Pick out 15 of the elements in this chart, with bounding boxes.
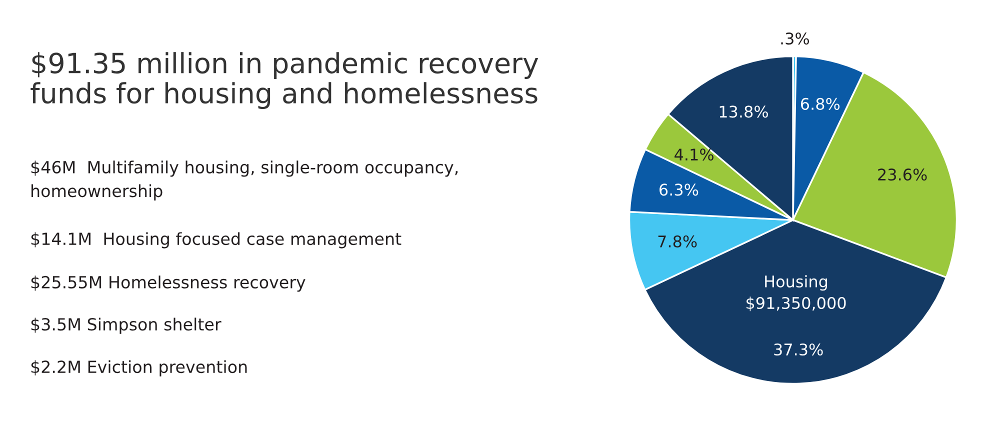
text: Housing $91,350,000: [746, 275, 846, 312]
data-label: 23.6%: [878, 168, 927, 181]
text: $3.5M Simpson shelter: [31, 318, 222, 334]
data-label: 37.3%: [774, 343, 823, 356]
data-label: 4.1%: [674, 148, 714, 161]
data-label: 6.8%: [800, 98, 840, 110]
text: $25.55M Homelessness recovery: [31, 276, 306, 292]
data-label: 13.8%: [720, 106, 768, 118]
data-label: 7.8%: [658, 235, 697, 248]
text: $14.1M Housing focused case management: [31, 232, 402, 248]
text: $2.2M Eviction prevention: [31, 360, 247, 376]
data-label: 6.3%: [660, 184, 698, 196]
text: $91.35 million in pandemic recovery funds for housing and homelessness: [30, 52, 538, 110]
text: $46M Multifamily housing, single-room occupancy, homeownership: [31, 160, 458, 200]
data-label: .3%: [781, 32, 810, 45]
